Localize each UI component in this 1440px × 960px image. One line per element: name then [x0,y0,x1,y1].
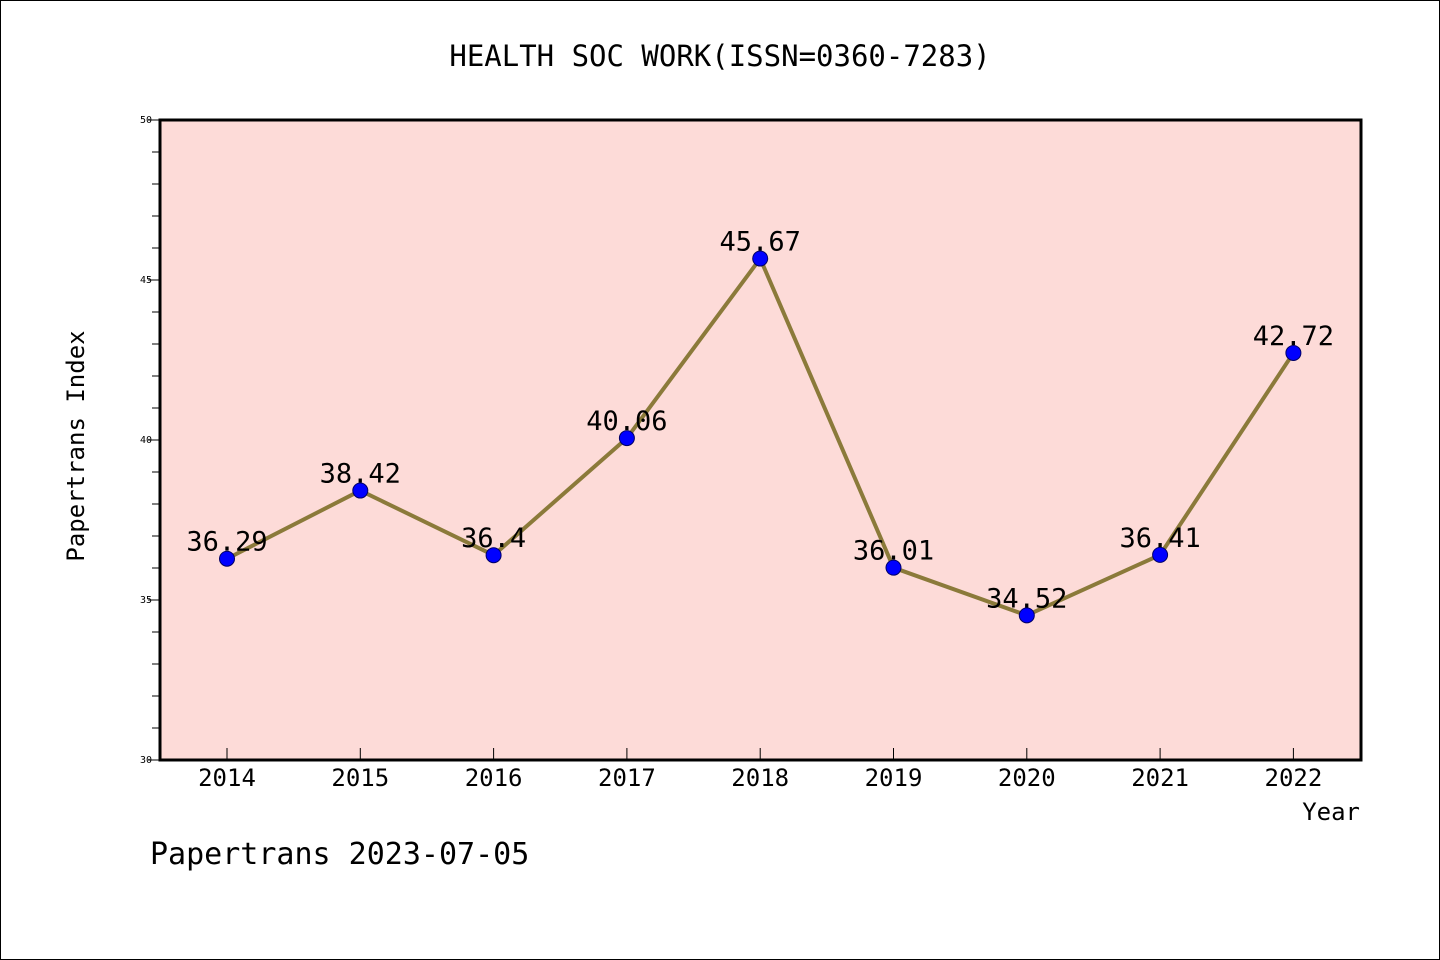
y-tick-label: 40 [140,435,152,446]
plot-area [158,118,1363,762]
x-axis-title: Year [1302,798,1360,826]
y-tick-label: 45 [140,275,152,286]
x-tick-label: 2016 [465,764,523,792]
x-tick-label: 2018 [731,764,789,792]
data-label: 38.42 [320,459,401,490]
x-axis: 2014 2015 2016 2017 2018 2019 2020 2021 2022 [198,748,1322,792]
data-point [352,482,369,499]
data-label: 45.67 [720,227,801,258]
data-label: 34.52 [986,583,1067,614]
data-label: 36.29 [186,527,267,558]
x-tick-label: 2017 [598,764,656,792]
data-point [885,559,902,576]
data-point [752,250,769,267]
y-tick-label: 30 [140,755,152,766]
y-axis: 30 35 40 45 50 [140,115,160,766]
x-tick-label: 2014 [198,764,256,792]
data-point [1018,607,1035,624]
data-point [1152,546,1169,563]
series-layer: 36.29 38.42 36.4 40.06 45.67 36.01 34.52 36.41 4… [186,227,1334,624]
data-label: 42.72 [1253,321,1334,352]
data-point [1285,344,1302,361]
x-tick-label: 2020 [998,764,1056,792]
y-tick-label: 50 [140,115,152,126]
x-tick-label: 2022 [1265,764,1323,792]
x-tick-label: 2015 [331,764,389,792]
data-label: 36.4 [461,523,526,554]
data-label: 36.41 [1119,523,1200,554]
y-tick-label: 35 [140,595,152,606]
data-point [485,547,502,564]
footer-credit: Papertrans 2023-07-05 [150,837,529,872]
data-label: 36.01 [853,536,934,567]
y-axis-title: Papertrans Index [62,330,90,561]
x-tick-label: 2019 [865,764,923,792]
data-point [219,550,235,567]
x-tick-label: 2021 [1131,764,1189,792]
chart-title: HEALTH SOC WORK(ISSN=0360-7283) [449,39,990,73]
data-point [618,430,635,447]
data-label: 40.06 [586,406,667,437]
